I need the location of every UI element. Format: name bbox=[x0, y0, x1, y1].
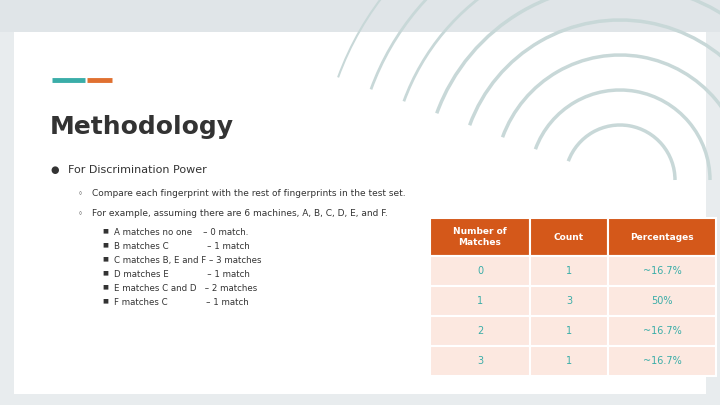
Bar bbox=[608, 346, 716, 376]
Text: ■: ■ bbox=[102, 270, 108, 275]
Text: 1: 1 bbox=[566, 266, 572, 276]
Bar bbox=[430, 256, 530, 286]
Bar bbox=[430, 286, 530, 316]
Text: Number of
Matches: Number of Matches bbox=[453, 227, 507, 247]
Bar bbox=[530, 256, 608, 286]
Bar bbox=[608, 316, 716, 346]
Text: 2: 2 bbox=[477, 326, 483, 336]
Text: ◦: ◦ bbox=[78, 189, 83, 198]
Text: B matches C              – 1 match: B matches C – 1 match bbox=[114, 242, 250, 251]
Bar bbox=[0, 0, 720, 32]
Text: ■: ■ bbox=[102, 284, 108, 289]
Text: ~16.7%: ~16.7% bbox=[643, 356, 681, 366]
Bar bbox=[530, 286, 608, 316]
Text: For example, assuming there are 6 machines, A, B, C, D, E, and F.: For example, assuming there are 6 machin… bbox=[92, 209, 388, 218]
Text: 1: 1 bbox=[566, 326, 572, 336]
Text: 50%: 50% bbox=[652, 296, 672, 306]
Bar bbox=[430, 346, 530, 376]
Text: ■: ■ bbox=[102, 256, 108, 261]
Text: ■: ■ bbox=[102, 242, 108, 247]
Text: Compare each fingerprint with the rest of fingerprints in the test set.: Compare each fingerprint with the rest o… bbox=[92, 189, 405, 198]
Text: D matches E              – 1 match: D matches E – 1 match bbox=[114, 270, 250, 279]
Text: C matches B, E and F – 3 matches: C matches B, E and F – 3 matches bbox=[114, 256, 261, 265]
Bar bbox=[430, 316, 530, 346]
Bar bbox=[608, 256, 716, 286]
Text: A matches no one    – 0 match.: A matches no one – 0 match. bbox=[114, 228, 248, 237]
Text: 3: 3 bbox=[566, 296, 572, 306]
Text: ◦: ◦ bbox=[78, 209, 83, 218]
Text: ~16.7%: ~16.7% bbox=[643, 326, 681, 336]
Text: 1: 1 bbox=[477, 296, 483, 306]
Text: 1: 1 bbox=[566, 356, 572, 366]
Text: For Discrimination Power: For Discrimination Power bbox=[68, 165, 207, 175]
Text: ■: ■ bbox=[102, 228, 108, 233]
Text: E matches C and D   – 2 matches: E matches C and D – 2 matches bbox=[114, 284, 257, 293]
Text: ●: ● bbox=[50, 165, 58, 175]
Bar bbox=[530, 346, 608, 376]
Text: Count: Count bbox=[554, 232, 584, 241]
Bar bbox=[530, 316, 608, 346]
Bar bbox=[608, 286, 716, 316]
Text: 0: 0 bbox=[477, 266, 483, 276]
Text: F matches C              – 1 match: F matches C – 1 match bbox=[114, 298, 248, 307]
Text: Methodology: Methodology bbox=[50, 115, 234, 139]
Text: ■: ■ bbox=[102, 298, 108, 303]
Bar bbox=[530, 218, 608, 256]
Text: ~16.7%: ~16.7% bbox=[643, 266, 681, 276]
Text: 3: 3 bbox=[477, 356, 483, 366]
Text: Percentages: Percentages bbox=[630, 232, 694, 241]
Bar bbox=[14, 32, 706, 394]
Bar bbox=[608, 218, 716, 256]
Bar bbox=[430, 218, 530, 256]
